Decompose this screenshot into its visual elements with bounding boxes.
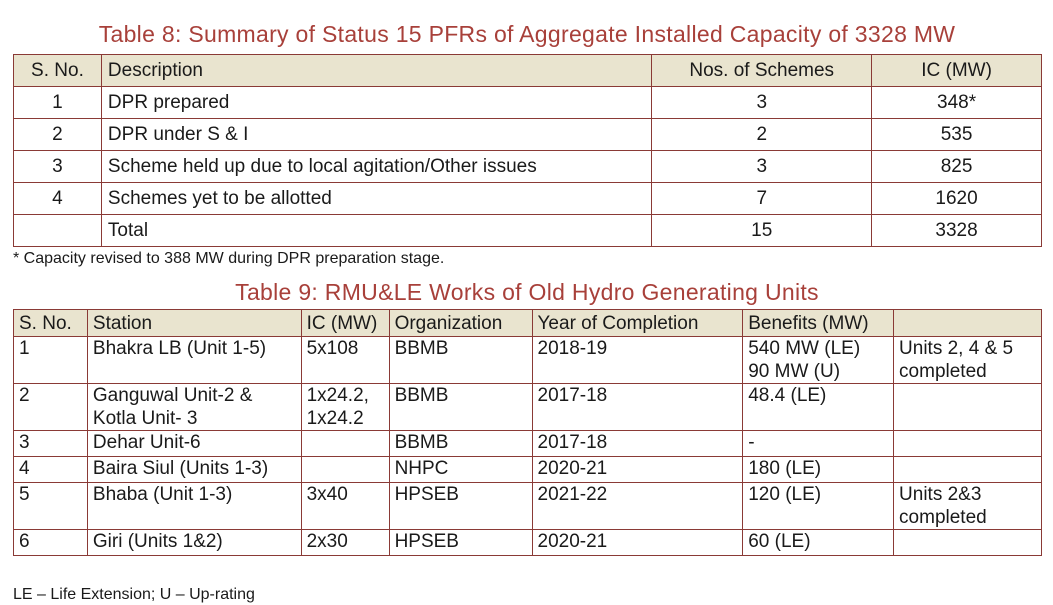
- table9-cell: BBMB: [388, 430, 533, 457]
- table9-cell: Dehar Unit-6: [86, 430, 302, 457]
- table9-header-year: Year of Completion: [531, 309, 744, 337]
- table9-row: 5 Bhaba (Unit 1-3) 3x40 HPSEB 2021-22 120 (LE…: [13, 482, 1042, 530]
- table9-cell: BBMB: [388, 336, 533, 384]
- table8: S. No. Description Nos. of Schemes IC (M…: [13, 54, 1042, 247]
- table9-row: 2 Ganguwal Unit-2 & Kotla Unit- 3 1x24.2, 1x…: [13, 383, 1042, 431]
- table8-cell: 4: [13, 182, 102, 215]
- table8-row: 2 DPR under S & I 2 535: [13, 118, 1042, 151]
- table8-row: 3 Scheme held up due to local agitation/O…: [13, 150, 1042, 183]
- table9-cell: Units 2&3 completed: [893, 482, 1042, 530]
- table9-cell: 540 MW (LE) 90 MW (U): [742, 336, 895, 384]
- table9-cell: Giri (Units 1&2): [86, 529, 302, 556]
- table9-cell: 2020-21: [531, 529, 744, 556]
- table8-cell: 3: [651, 86, 873, 119]
- table9-row: 1 Bhakra LB (Unit 1-5) 5x108 BBMB 2018-19 540…: [13, 336, 1042, 384]
- table9-row: 4 Baira Siul (Units 1-3) NHPC 2020-21 180 (L…: [13, 456, 1042, 483]
- table8-cell: 3: [651, 150, 873, 183]
- table9-cell: 2017-18: [531, 430, 744, 457]
- table8-row: 4 Schemes yet to be allotted 7 1620: [13, 182, 1042, 215]
- table9-cell: [893, 430, 1042, 457]
- table8-footnote: * Capacity revised to 388 MW during DPR …: [13, 250, 445, 267]
- table9-cell: 2018-19: [531, 336, 744, 384]
- table9-header-sno: S. No.: [13, 309, 88, 337]
- table9-cell: 5x108: [300, 336, 390, 384]
- table8-header-schemes: Nos. of Schemes: [651, 54, 873, 87]
- table8-header-sno: S. No.: [13, 54, 102, 87]
- table8-cell: 825: [871, 150, 1042, 183]
- table9-cell: 120 (LE): [742, 482, 895, 530]
- table8-cell: 2: [13, 118, 102, 151]
- table8-title: Table 8: Summary of Status 15 PFRs of Ag…: [98, 21, 956, 47]
- table8-row: Total 15 3328: [13, 214, 1042, 247]
- table8-cell: 348*: [871, 86, 1042, 119]
- table9-cell: [893, 529, 1042, 556]
- table9-cell: 5: [13, 482, 88, 530]
- table9-cell: 60 (LE): [742, 529, 895, 556]
- table9-cell: -: [742, 430, 895, 457]
- table8-cell: 7: [651, 182, 873, 215]
- table9-cell: Bhaba (Unit 1-3): [86, 482, 302, 530]
- table9-cell: 1: [13, 336, 88, 384]
- table9-cell: [300, 430, 390, 457]
- table9-cell: Units 2, 4 & 5 completed: [893, 336, 1042, 384]
- table8-cell: [13, 214, 102, 247]
- table9-cell: [893, 383, 1042, 431]
- table9-cell: 2: [13, 383, 88, 431]
- table9-cell: Baira Siul (Units 1-3): [86, 456, 302, 483]
- table8-cell: 535: [871, 118, 1042, 151]
- table8-cell: DPR prepared: [100, 86, 653, 119]
- table9-header-ic: IC (MW): [300, 309, 390, 337]
- table9-header-row: S. No. Station IC (MW) Organization Year…: [13, 309, 1042, 337]
- table9-header-organization: Organization: [388, 309, 533, 337]
- table8-row: 1 DPR prepared 3 348*: [13, 86, 1042, 119]
- table9-cell: 1x24.2, 1x24.2: [300, 383, 390, 431]
- table8-cell: 3: [13, 150, 102, 183]
- table9-cell: [893, 456, 1042, 483]
- table9-cell: 2020-21: [531, 456, 744, 483]
- table8-cell: Total: [100, 214, 653, 247]
- table8-header-description: Description: [100, 54, 653, 87]
- table9-cell: 180 (LE): [742, 456, 895, 483]
- table8-cell: DPR under S & I: [100, 118, 653, 151]
- table9-cell: BBMB: [388, 383, 533, 431]
- table9-cell: HPSEB: [388, 482, 533, 530]
- table9-row: 6 Giri (Units 1&2) 2x30 HPSEB 2020-21 60 (LE): [13, 529, 1042, 556]
- table9-footnote: LE – Life Extension; U – Up-rating: [13, 586, 255, 603]
- table9-cell: Ganguwal Unit-2 & Kotla Unit- 3: [86, 383, 302, 431]
- table9-cell: 2021-22: [531, 482, 744, 530]
- table8-cell: Schemes yet to be allotted: [100, 182, 653, 215]
- table9-cell: Bhakra LB (Unit 1-5): [86, 336, 302, 384]
- table9-cell: NHPC: [388, 456, 533, 483]
- table8-header-row: S. No. Description Nos. of Schemes IC (M…: [13, 54, 1042, 87]
- table9-cell: 2017-18: [531, 383, 744, 431]
- table9-cell: 48.4 (LE): [742, 383, 895, 431]
- table8-cell: 15: [651, 214, 873, 247]
- table9-row: 3 Dehar Unit-6 BBMB 2017-18-: [13, 430, 1042, 457]
- table8-header-ic: IC (MW): [871, 54, 1042, 87]
- table9-title: Table 9: RMU&LE Works of Old Hydro Gener…: [235, 279, 819, 305]
- table9-cell: HPSEB: [388, 529, 533, 556]
- table9: S. No. Station IC (MW) Organization Year…: [13, 309, 1042, 556]
- table9-cell: [300, 456, 390, 483]
- table9-header-remarks: [893, 309, 1042, 337]
- table8-cell: 2: [651, 118, 873, 151]
- table9-header-benefits: Benefits (MW): [742, 309, 895, 337]
- table9-cell: 3: [13, 430, 88, 457]
- table8-cell: 1: [13, 86, 102, 119]
- table9-cell: 4: [13, 456, 88, 483]
- table9-cell: 6: [13, 529, 88, 556]
- table9-cell: 2x30: [300, 529, 390, 556]
- table8-cell: 3328: [871, 214, 1042, 247]
- table8-cell: Scheme held up due to local agitation/Ot…: [100, 150, 653, 183]
- table8-cell: 1620: [871, 182, 1042, 215]
- table9-header-station: Station: [86, 309, 302, 337]
- table9-cell: 3x40: [300, 482, 390, 530]
